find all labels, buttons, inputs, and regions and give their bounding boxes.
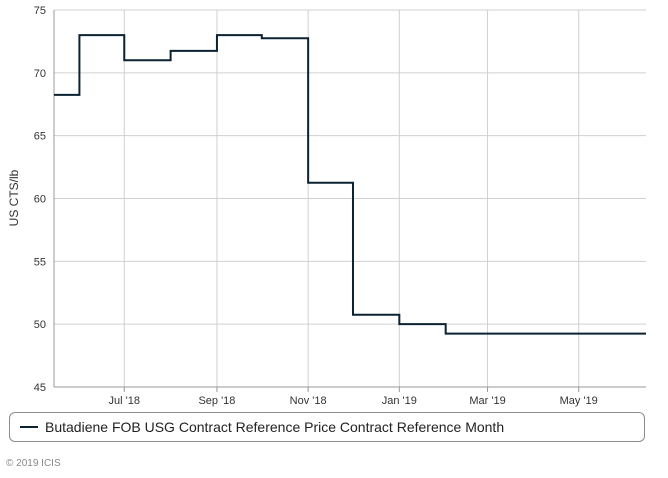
y-tick-label: 75 <box>34 5 46 17</box>
x-tick-label: Mar '19 <box>469 395 505 407</box>
y-tick-label: 65 <box>34 131 46 143</box>
x-tick-label: Jul '18 <box>109 395 140 407</box>
y-tick-label: 45 <box>34 382 46 394</box>
x-tick-label: Nov '18 <box>290 395 327 407</box>
y-tick-label: 70 <box>34 68 46 80</box>
series-layer <box>54 34 646 335</box>
x-axis-ticks: Jul '18 Sep '18 Nov '18 Jan '19 Mar '19 May '… <box>109 387 598 407</box>
y-tick-label: 50 <box>34 319 46 331</box>
y-axis-title: US CTS/lb <box>7 169 21 226</box>
x-tick-label: Sep '18 <box>198 395 235 407</box>
y-axis-ticks: 45 50 55 60 65 70 75 <box>34 5 46 394</box>
x-tick-label: Jan '19 <box>382 395 417 407</box>
copyright-text: © 2019 ICIS <box>6 458 61 469</box>
legend[interactable]: Butadiene FOB USG Contract Reference Pri… <box>9 412 645 442</box>
price-chart: 45 50 55 60 65 70 75 Jul '18 Sep '18 Nov '18 Jan … <box>7 5 646 407</box>
legend-label: Butadiene FOB USG Contract Reference Pri… <box>45 419 505 435</box>
y-tick-label: 55 <box>34 256 46 268</box>
series-line[interactable] <box>54 34 646 335</box>
legend-swatch <box>20 426 38 428</box>
y-tick-label: 60 <box>34 194 46 206</box>
x-tick-label: May '19 <box>560 395 598 407</box>
